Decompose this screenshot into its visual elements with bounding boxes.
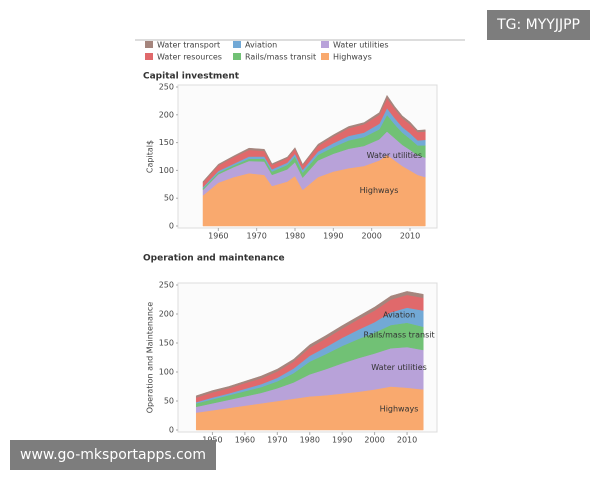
url-banner: www.go-mksportapps.com: [10, 440, 217, 470]
legend-swatch: [233, 53, 241, 60]
x-tick-label: 1980: [285, 232, 305, 241]
x-tick-label: 2010: [397, 436, 417, 445]
x-tick-label: 2010: [400, 232, 420, 241]
y-tick-label: 0: [169, 222, 174, 231]
y-tick-label: 0: [169, 426, 174, 435]
x-tick-label: 1970: [267, 436, 287, 445]
y-tick-label: 250: [159, 281, 174, 290]
legend-swatch: [321, 53, 329, 60]
y-tick-label: 50: [164, 194, 174, 203]
y-tick-label: 100: [159, 368, 174, 377]
x-tick-label: 2000: [364, 436, 384, 445]
x-tick-label: 1990: [323, 232, 343, 241]
y-axis-label: Capital$: [146, 140, 155, 173]
legend-label: Aviation: [245, 41, 277, 50]
chart-title: Operation and maintenance: [143, 254, 285, 264]
y-tick-label: 150: [159, 339, 174, 348]
legend-swatch: [321, 41, 329, 48]
legend-label: Water transport: [157, 41, 220, 50]
area-label: Highways: [360, 186, 399, 195]
x-tick-label: 1990: [332, 436, 352, 445]
x-tick-label: 1970: [246, 232, 266, 241]
chart-title: Capital investment: [143, 72, 240, 82]
legend-label: Water utilities: [333, 41, 389, 50]
legend-swatch: [145, 41, 153, 48]
area-label: Rails/mass transit: [364, 330, 435, 339]
area: [195, 291, 424, 398]
y-tick-label: 50: [164, 397, 174, 406]
legend-label: Rails/mass transit: [245, 53, 316, 62]
y-tick-label: 200: [159, 310, 174, 319]
legend-swatch: [233, 41, 241, 48]
badge: TG: MYYJJPP: [487, 10, 590, 40]
x-tick-label: 1980: [300, 436, 320, 445]
y-axis-label: Operation and Maintenance: [146, 302, 155, 414]
area-label: Water utilities: [371, 363, 427, 372]
legend-swatch: [145, 53, 153, 60]
area-label: Aviation: [383, 311, 415, 320]
y-tick-label: 150: [159, 138, 174, 147]
area-label: Water utilities: [367, 151, 423, 160]
x-tick-label: 2000: [361, 232, 381, 241]
y-tick-label: 100: [159, 166, 174, 175]
area-label: Highways: [380, 404, 419, 413]
x-tick-label: 1960: [235, 436, 255, 445]
legend-label: Highways: [333, 53, 372, 62]
legend-label: Water resources: [157, 53, 222, 62]
area: [202, 94, 426, 184]
y-tick-label: 250: [159, 83, 174, 92]
y-tick-label: 200: [159, 110, 174, 119]
x-tick-label: 1960: [208, 232, 228, 241]
